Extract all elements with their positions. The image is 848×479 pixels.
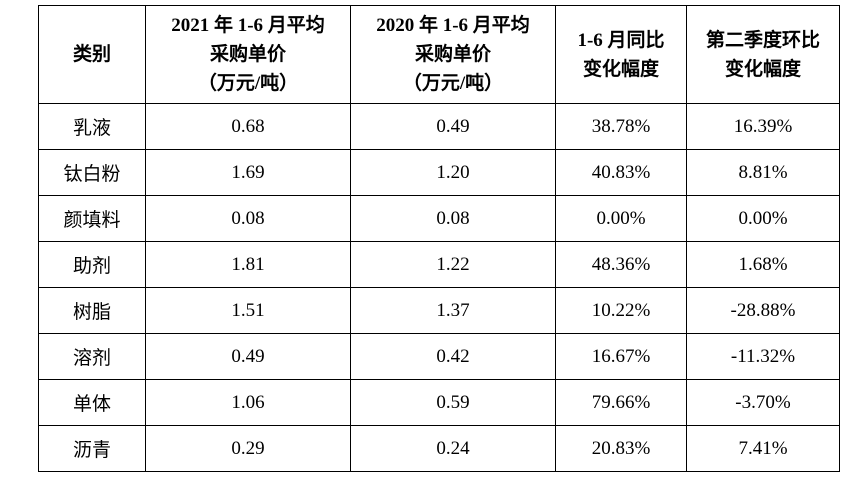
table-cell: 1.68% [686, 241, 840, 288]
table-cell: 0.59 [350, 379, 556, 426]
header-text: 2020 年 1-6 月平均 [376, 15, 530, 36]
header-text: （万元/吨） [402, 73, 504, 94]
table-cell: 8.81% [686, 149, 840, 196]
header-text: 变化幅度 [724, 58, 801, 80]
table-cell: 16.67% [555, 333, 687, 380]
table-cell: 10.22% [555, 287, 687, 334]
table-cell: 1.20 [350, 149, 556, 196]
header-cell: 2021 年 1-6 月平均 采购单价 （万元/吨） [145, 5, 351, 104]
header-text: 类别 [72, 44, 111, 65]
table-cell: -3.70% [686, 379, 840, 426]
table-cell: 树脂 [38, 287, 146, 334]
table-cell: 助剂 [38, 241, 146, 288]
table-cell: 溶剂 [38, 333, 146, 380]
table-row: 单体 1.06 0.59 79.66% -3.70% [38, 379, 840, 426]
header-text: 第二季度环比 [705, 29, 820, 51]
table-cell: 0.24 [350, 425, 556, 472]
table-cell: 48.36% [555, 241, 687, 288]
table-row: 钛白粉 1.69 1.20 40.83% 8.81% [38, 149, 840, 196]
table-cell: 1.69 [145, 149, 351, 196]
table-cell: 0.00% [555, 195, 687, 242]
table-row: 溶剂 0.49 0.42 16.67% -11.32% [38, 333, 840, 380]
table-cell: -11.32% [686, 333, 840, 380]
table-cell: 7.41% [686, 425, 840, 472]
header-cell: 2020 年 1-6 月平均 采购单价 （万元/吨） [350, 5, 556, 104]
header-text: 2021 年 1-6 月平均 [171, 15, 325, 36]
table-cell: 38.78% [555, 103, 687, 150]
header-cell: 类别 [38, 5, 146, 104]
table-row: 乳液 0.68 0.49 38.78% 16.39% [38, 103, 840, 150]
table-cell: 1.51 [145, 287, 351, 334]
table-cell: 0.29 [145, 425, 351, 472]
table-cell: 乳液 [38, 103, 146, 150]
table-body: 乳液 0.68 0.49 38.78% 16.39% 钛白粉 1.69 1.20 40.83% 8… [38, 103, 840, 472]
table-cell: 颜填料 [38, 195, 146, 242]
table-cell: 1.22 [350, 241, 556, 288]
price-table: 类别 2021 年 1-6 月平均 采购单价 （万元/吨） 2020 年 1-6 月平均… [38, 5, 840, 472]
table-cell: 钛白粉 [38, 149, 146, 196]
header-row: 类别 2021 年 1-6 月平均 采购单价 （万元/吨） 2020 年 1-6 月平均… [38, 5, 840, 104]
header-cell: 1-6 月同比 变化幅度 [555, 5, 687, 104]
header-text: 采购单价 [209, 44, 286, 65]
table-row: 颜填料 0.08 0.08 0.00% 0.00% [38, 195, 840, 242]
table-cell: 1.81 [145, 241, 351, 288]
table-cell: 1.06 [145, 379, 351, 426]
table-cell: 20.83% [555, 425, 687, 472]
table-row: 助剂 1.81 1.22 48.36% 1.68% [38, 241, 840, 288]
table-cell: 16.39% [686, 103, 840, 150]
header-text: 变化幅度 [582, 58, 659, 80]
table-cell: 0.42 [350, 333, 556, 380]
table-cell: 0.49 [145, 333, 351, 380]
header-text: （万元/吨） [197, 73, 299, 94]
table-cell: 0.08 [350, 195, 556, 242]
header-cell: 第二季度环比 变化幅度 [686, 5, 840, 104]
table-row: 沥青 0.29 0.24 20.83% 7.41% [38, 425, 840, 472]
table-cell: 0.49 [350, 103, 556, 150]
table-cell: 0.00% [686, 195, 840, 242]
header-text: 采购单价 [414, 44, 491, 65]
table-cell: 沥青 [38, 425, 146, 472]
table-cell: 0.68 [145, 103, 351, 150]
table-cell: -28.88% [686, 287, 840, 334]
table-cell: 40.83% [555, 149, 687, 196]
table-cell: 单体 [38, 379, 146, 426]
table-row: 树脂 1.51 1.37 10.22% -28.88% [38, 287, 840, 334]
table-cell: 1.37 [350, 287, 556, 334]
header-text: 1-6 月同比 [577, 29, 665, 51]
table-cell: 0.08 [145, 195, 351, 242]
table-cell: 79.66% [555, 379, 687, 426]
